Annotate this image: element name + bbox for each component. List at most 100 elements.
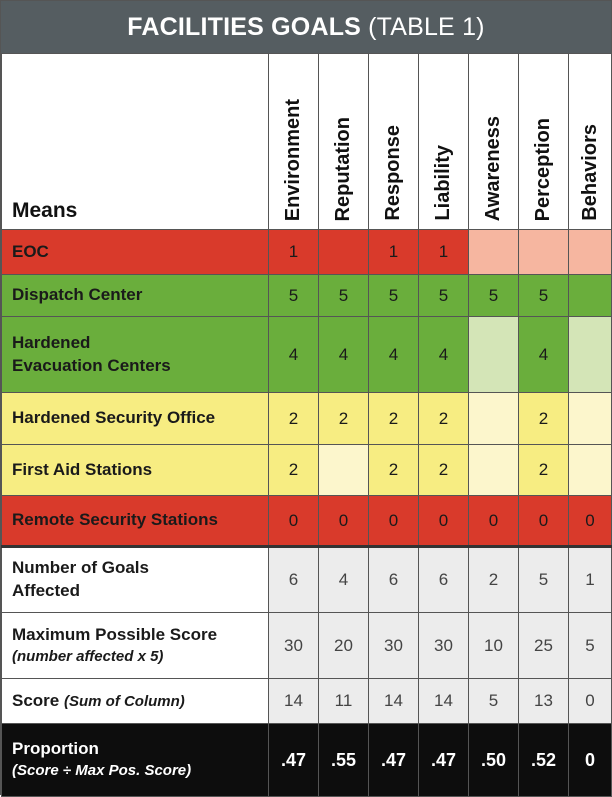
score-cell: 2 xyxy=(418,444,469,496)
score-cell: 0 xyxy=(568,495,612,547)
table-row-eoc: EOC 1 1 1 xyxy=(1,229,612,275)
score-cell: 2 xyxy=(268,444,319,496)
summary-cell: 13 xyxy=(518,678,569,724)
score-cell: 1 xyxy=(418,229,469,275)
table-title-main: FACILITIES GOALS xyxy=(127,12,362,41)
means-header: Means xyxy=(1,53,269,230)
table-row-remote-security-stations: Remote Security Stations 0 0 0 0 0 0 0 xyxy=(1,495,612,547)
summary-cell: 14 xyxy=(368,678,419,724)
score-cell: 4 xyxy=(518,316,569,393)
goal-header-label: Response xyxy=(382,125,404,221)
score-cell: 4 xyxy=(368,316,419,393)
summary-label-line2: Affected xyxy=(12,581,81,600)
score-cell xyxy=(568,316,612,393)
row-label-line1: Hardened xyxy=(12,332,91,352)
score-cell xyxy=(468,316,519,393)
summary-row-max-score: Maximum Possible Score (number affected … xyxy=(1,612,612,679)
table-row-hardened-security-office: Hardened Security Office 2 2 2 2 2 xyxy=(1,392,612,445)
score-cell: 0 xyxy=(268,495,319,547)
score-cell: 4 xyxy=(418,316,469,393)
table-row-first-aid-stations: First Aid Stations 2 2 2 2 xyxy=(1,444,612,496)
score-cell: 0 xyxy=(468,495,519,547)
summary-row-goals-affected: Number of Goals Affected 6 4 6 6 2 5 1 xyxy=(1,546,612,613)
summary-label-line2: (Score ÷ Max Pos. Score) xyxy=(12,762,192,780)
summary-cell: 1 xyxy=(568,546,612,613)
summary-label-line2: (number affected x 5) xyxy=(12,647,164,665)
score-cell: 2 xyxy=(518,392,569,445)
score-cell: 2 xyxy=(268,392,319,445)
score-cell: 5 xyxy=(518,274,569,317)
score-cell: 2 xyxy=(368,392,419,445)
goal-header-awareness: Awareness xyxy=(468,53,519,230)
score-cell: 4 xyxy=(268,316,319,393)
proportion-cell: .47 xyxy=(418,723,469,797)
summary-cell: 6 xyxy=(368,546,419,613)
score-cell: 1 xyxy=(368,229,419,275)
summary-cell: 30 xyxy=(268,612,319,679)
goal-header-label: Perception xyxy=(532,117,554,221)
summary-label-line1: Proportion xyxy=(12,739,99,759)
score-cell xyxy=(468,229,519,275)
score-cell: 0 xyxy=(518,495,569,547)
summary-label: Proportion (Score ÷ Max Pos. Score) xyxy=(1,723,269,797)
score-cell xyxy=(468,444,519,496)
header-row: Means Environment Reputation Response Li… xyxy=(1,53,612,230)
score-cell: 2 xyxy=(318,392,369,445)
summary-cell: 0 xyxy=(568,678,612,724)
proportion-cell: .52 xyxy=(518,723,569,797)
summary-row-score: Score (Sum of Column) 14 11 14 14 5 13 0 xyxy=(1,678,612,724)
goal-header-label: Environment xyxy=(282,98,304,221)
score-cell: 5 xyxy=(368,274,419,317)
row-label-line2: Evacuation Centers xyxy=(12,355,171,375)
score-cell: 5 xyxy=(318,274,369,317)
summary-cell: 30 xyxy=(418,612,469,679)
summary-cell: 30 xyxy=(368,612,419,679)
summary-cell: 10 xyxy=(468,612,519,679)
summary-label: Number of Goals Affected xyxy=(1,546,269,613)
score-cell xyxy=(318,444,369,496)
summary-cell: 5 xyxy=(468,678,519,724)
summary-row-proportion: Proportion (Score ÷ Max Pos. Score) .47 … xyxy=(1,723,612,797)
goal-header-behaviors: Behaviors xyxy=(568,53,612,230)
score-cell xyxy=(568,229,612,275)
summary-cell: 11 xyxy=(318,678,369,724)
table-title: FACILITIES GOALS (TABLE 1) xyxy=(1,1,611,53)
summary-cell: 20 xyxy=(318,612,369,679)
goal-header-label: Awareness xyxy=(482,115,504,221)
score-cell xyxy=(468,392,519,445)
score-cell xyxy=(568,274,612,317)
proportion-cell: .47 xyxy=(368,723,419,797)
summary-label-sub: (Sum of Column) xyxy=(63,692,185,710)
table-row-hardened-evacuation-centers: Hardened Evacuation Centers 4 4 4 4 4 xyxy=(1,316,612,393)
summary-cell: 14 xyxy=(418,678,469,724)
score-cell: 5 xyxy=(268,274,319,317)
summary-label-line1: Number of Goals xyxy=(12,558,149,578)
summary-cell: 4 xyxy=(318,546,369,613)
summary-label: Score (Sum of Column) xyxy=(1,678,269,724)
score-cell xyxy=(568,392,612,445)
goal-header-label: Liability xyxy=(432,145,454,221)
score-cell: 1 xyxy=(268,229,319,275)
goal-header-label: Reputation xyxy=(332,116,354,221)
score-cell xyxy=(568,444,612,496)
summary-cell: 5 xyxy=(568,612,612,679)
row-label: Hardened Security Office xyxy=(1,392,269,445)
summary-cell: 25 xyxy=(518,612,569,679)
score-cell: 2 xyxy=(418,392,469,445)
proportion-cell: .55 xyxy=(318,723,369,797)
summary-cell: 14 xyxy=(268,678,319,724)
summary-cell: 5 xyxy=(518,546,569,613)
row-label: Hardened Evacuation Centers xyxy=(1,316,269,393)
summary-label-main: Score xyxy=(12,690,60,710)
proportion-cell: .50 xyxy=(468,723,519,797)
row-label: EOC xyxy=(1,229,269,275)
score-cell: 5 xyxy=(468,274,519,317)
score-cell xyxy=(518,229,569,275)
score-cell: 4 xyxy=(318,316,369,393)
table-title-sub: (TABLE 1) xyxy=(368,12,485,41)
score-cell: 2 xyxy=(518,444,569,496)
goal-header-response: Response xyxy=(368,53,419,230)
score-cell: 5 xyxy=(418,274,469,317)
table-row-dispatch-center: Dispatch Center 5 5 5 5 5 5 xyxy=(1,274,612,317)
